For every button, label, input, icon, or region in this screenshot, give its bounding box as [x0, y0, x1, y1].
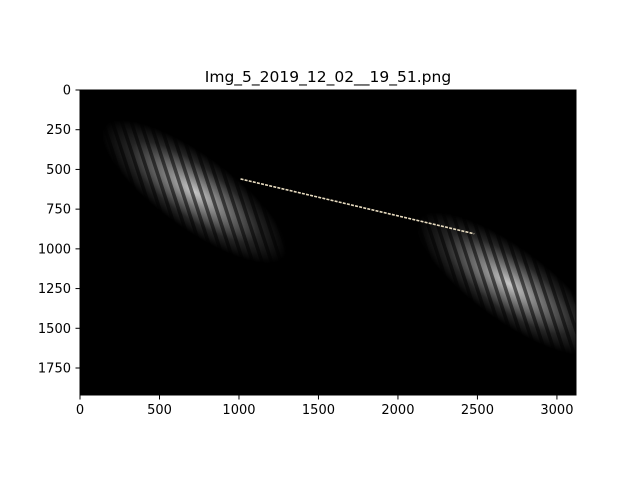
chart-title: Img_5_2019_12_02__19_51.png — [205, 68, 451, 87]
x-tick-label: 3000 — [540, 403, 573, 418]
y-tick-label: 1000 — [38, 242, 71, 257]
plot-area — [79, 89, 577, 396]
x-axis: 0 500 1000 1500 2000 2500 3000 — [76, 395, 573, 418]
speckle-blob-2 — [416, 212, 576, 356]
y-tick-label: 750 — [46, 203, 71, 218]
y-tick-label: 250 — [46, 123, 71, 138]
y-tick-label: 0 — [63, 84, 71, 99]
y-tick-label: 1500 — [38, 322, 71, 337]
x-tick-label: 0 — [76, 403, 84, 418]
y-tick-label: 1250 — [38, 282, 71, 297]
x-tick-label: 2500 — [461, 403, 494, 418]
speckle-blob-1 — [101, 119, 288, 264]
y-axis: 0 250 500 750 1000 1250 1500 1750 — [38, 84, 80, 376]
x-tick-label: 1000 — [222, 403, 255, 418]
y-tick-label: 500 — [46, 163, 71, 178]
overlay-line — [240, 178, 475, 235]
x-tick-label: 1500 — [302, 403, 335, 418]
plot-frame — [79, 89, 577, 396]
x-tick-label: 500 — [147, 403, 172, 418]
y-tick-label: 1750 — [38, 361, 71, 376]
x-tick-label: 2000 — [381, 403, 414, 418]
